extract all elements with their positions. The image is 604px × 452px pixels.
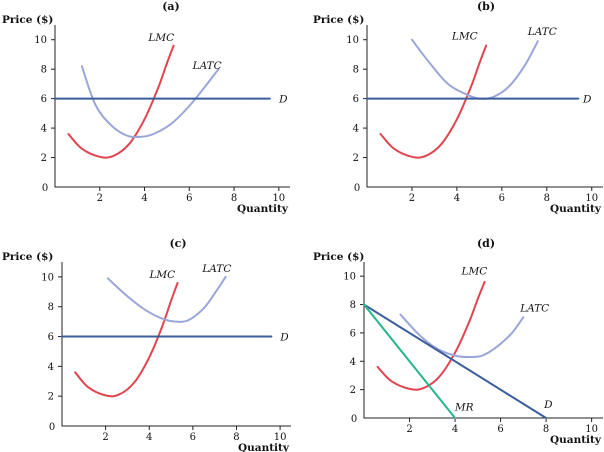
series-d-label: D	[279, 332, 289, 344]
x-tick-label: 4	[454, 193, 460, 204]
axis-lines	[54, 25, 290, 188]
x-tick-label: 0	[354, 183, 360, 194]
series-lmc-label: LMC	[451, 30, 478, 42]
y-axis-label: Price ($)	[2, 14, 53, 26]
series-lmc-line	[379, 44, 488, 159]
y-tick-label: 6	[350, 328, 356, 339]
axis-lines	[366, 25, 603, 188]
series-latc-line	[399, 313, 525, 359]
series-lmc-line	[74, 281, 179, 398]
axis-lines	[61, 262, 291, 427]
y-tick-label: 8	[353, 65, 359, 76]
x-axis-label: Quantity	[550, 434, 602, 446]
series-d-line	[363, 303, 548, 419]
y-axis-label: Price ($)	[2, 251, 53, 263]
y-tick-label: 4	[41, 124, 47, 135]
panel-title: (b)	[477, 0, 495, 13]
x-tick-label: 10	[272, 193, 285, 204]
series-lmc-line	[67, 44, 175, 159]
panel-title: (d)	[477, 237, 495, 250]
y-tick-label: 10	[343, 272, 356, 283]
x-tick-label: 0	[351, 414, 357, 425]
x-axis-label: Quantity	[237, 203, 289, 215]
x-tick-label: 4	[141, 193, 147, 204]
x-tick-label: 10	[585, 193, 598, 204]
y-tick-label: 4	[48, 362, 54, 373]
y-tick-label: 10	[41, 272, 54, 283]
x-tick-label: 2	[409, 193, 415, 204]
x-tick-label: 6	[190, 432, 196, 443]
x-tick-label: 0	[49, 422, 55, 433]
y-tick-label: 4	[350, 357, 356, 368]
x-axis-label: Quantity	[238, 442, 290, 452]
y-tick-label: 8	[41, 65, 47, 76]
y-tick-label: 2	[353, 153, 359, 164]
x-tick-label: 0	[42, 183, 48, 194]
panel-title: (a)	[162, 0, 180, 13]
series-mr-label: MR	[454, 402, 474, 414]
x-tick-label: 6	[499, 193, 505, 204]
y-tick-label: 2	[350, 385, 356, 396]
series-latc-label: LATC	[519, 302, 549, 314]
series-lmc-label: LMC	[461, 266, 488, 278]
x-tick-label: 4	[452, 424, 458, 435]
x-tick-label: 8	[543, 424, 549, 435]
series-d-label: D	[543, 399, 553, 411]
panel-title: (c)	[169, 237, 186, 250]
series-latc-label: LATC	[527, 26, 557, 38]
x-tick-label: 8	[233, 432, 239, 443]
series-d-label: D	[582, 94, 592, 106]
y-tick-label: 2	[41, 153, 47, 164]
x-tick-label: 4	[146, 432, 152, 443]
x-tick-label: 6	[497, 424, 503, 435]
series-mr-line	[363, 303, 457, 419]
y-axis-label: Price ($)	[313, 251, 364, 263]
y-tick-label: 8	[48, 302, 54, 313]
y-tick-label: 4	[353, 124, 359, 135]
y-tick-label: 10	[34, 35, 47, 46]
series-latc-line	[411, 38, 539, 100]
y-tick-label: 6	[41, 94, 47, 105]
x-tick-label: 6	[186, 193, 192, 204]
series-latc-label: LATC	[192, 60, 222, 72]
x-tick-label: 10	[274, 432, 287, 443]
x-tick-label: 8	[544, 193, 550, 204]
series-latc-line	[106, 275, 227, 323]
series-latc-label: LATC	[201, 263, 231, 275]
x-tick-label: 2	[102, 432, 108, 443]
series-lmc-line	[376, 280, 486, 391]
x-tick-label: 10	[585, 424, 598, 435]
y-axis-label: Price ($)	[313, 14, 364, 26]
series-lmc-label: LMC	[148, 269, 175, 281]
y-tick-label: 8	[350, 300, 356, 311]
y-tick-label: 2	[48, 392, 54, 403]
x-axis-label: Quantity	[550, 203, 602, 215]
x-tick-label: 8	[231, 193, 237, 204]
y-tick-label: 6	[48, 332, 54, 343]
axis-lines	[363, 262, 603, 419]
y-tick-label: 6	[353, 94, 359, 105]
series-lmc-label: LMC	[147, 32, 174, 44]
series-d-label: D	[278, 94, 288, 106]
x-tick-label: 2	[406, 424, 412, 435]
x-tick-label: 2	[97, 193, 103, 204]
y-tick-label: 10	[346, 35, 359, 46]
series-latc-line	[80, 65, 220, 139]
